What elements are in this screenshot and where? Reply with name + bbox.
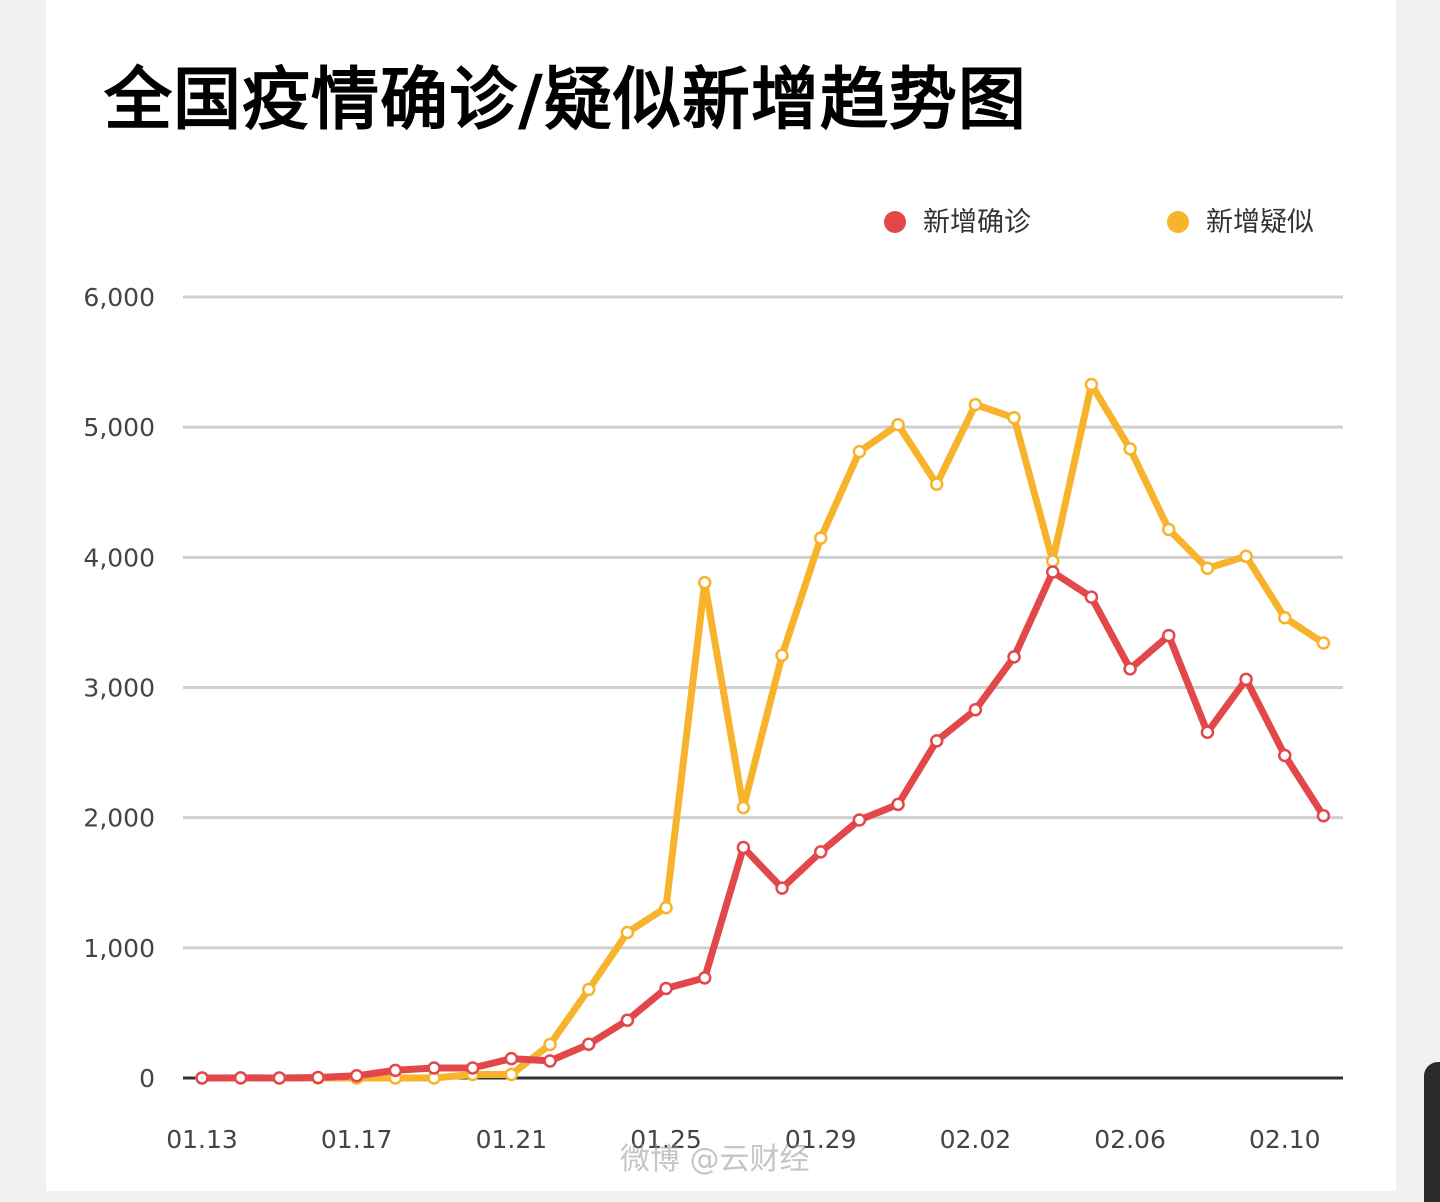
data-point	[543, 1037, 557, 1052]
data-point	[1123, 662, 1137, 676]
data-point	[697, 575, 712, 590]
watermark: 微博 @云财经	[620, 1142, 810, 1177]
data-point	[852, 813, 867, 827]
data-point	[1316, 636, 1331, 650]
data-point	[813, 531, 828, 545]
series-line	[198, 568, 1327, 1082]
series-lines	[198, 381, 1327, 1082]
data-point	[465, 1061, 480, 1075]
data-point	[1239, 549, 1253, 564]
data-point	[1123, 442, 1137, 456]
data-point	[659, 981, 673, 996]
y-tick-label: 3,000	[83, 674, 155, 703]
chart-title: 全国疫情确诊/疑似新增趋势图	[104, 61, 1027, 140]
series-line	[198, 381, 1327, 1082]
x-tick-label: 02.06	[1094, 1125, 1166, 1154]
y-tick-label: 0	[139, 1064, 155, 1093]
data-point	[968, 703, 983, 717]
y-tick-label: 5,000	[83, 413, 155, 442]
y-tick-label: 4,000	[83, 543, 155, 572]
data-point	[195, 1071, 209, 1085]
data-point	[272, 1071, 287, 1085]
data-point	[1278, 748, 1292, 763]
data-point	[233, 1071, 248, 1085]
grid-lines	[183, 295, 1343, 1080]
data-point	[1200, 561, 1215, 576]
data-point	[968, 397, 983, 412]
x-tick-label: 02.10	[1249, 1125, 1321, 1154]
x-axis-ticks: 01.13 01.17 01.21 01.25 01.29 02.02 02.06 02.10	[166, 1125, 1320, 1154]
data-point	[388, 1063, 403, 1078]
data-point	[736, 800, 751, 815]
data-point	[504, 1067, 519, 1082]
data-point	[1045, 565, 1060, 579]
legend-label: 新增疑似	[1206, 207, 1314, 238]
series-points	[195, 377, 1331, 1085]
data-point	[1007, 411, 1021, 425]
y-tick-label: 1,000	[83, 934, 155, 963]
data-point	[891, 417, 905, 432]
data-point	[620, 1013, 635, 1027]
y-tick-label: 2,000	[83, 804, 155, 833]
legend-marker	[1167, 211, 1189, 233]
y-tick-label: 6,000	[83, 283, 155, 312]
x-tick-label: 01.29	[785, 1125, 857, 1154]
data-point	[891, 797, 905, 812]
data-point	[1200, 725, 1215, 740]
x-tick-label: 01.25	[630, 1125, 702, 1154]
data-point	[427, 1061, 441, 1075]
data-point	[581, 1037, 596, 1052]
data-point	[775, 881, 789, 895]
data-point	[1239, 672, 1253, 687]
data-point	[1084, 590, 1099, 604]
data-point	[1316, 808, 1331, 823]
x-tick-label: 01.17	[321, 1125, 393, 1154]
y-axis-ticks: 0 1,000 2,000 3,000 4,000 5,000 6,000	[83, 283, 155, 1093]
data-point	[620, 925, 635, 940]
data-point	[659, 900, 673, 915]
data-point	[929, 734, 944, 748]
legend-marker	[884, 211, 906, 233]
data-point	[311, 1070, 325, 1085]
x-tick-label: 02.02	[940, 1125, 1012, 1154]
data-point	[1162, 522, 1176, 537]
data-point	[1278, 610, 1292, 625]
data-point	[1084, 377, 1099, 392]
data-point	[775, 648, 789, 662]
data-point	[813, 845, 828, 859]
data-point	[504, 1051, 519, 1066]
data-point	[1162, 628, 1176, 643]
data-point	[349, 1069, 364, 1083]
chart-card	[46, 0, 1396, 1191]
data-point	[736, 840, 751, 855]
legend: 新增确诊 新增疑似	[884, 207, 1314, 238]
x-tick-label: 01.21	[476, 1125, 548, 1154]
data-point	[543, 1054, 557, 1068]
edge-handle	[1424, 1062, 1440, 1202]
data-point	[1045, 554, 1060, 568]
data-point	[852, 444, 867, 459]
data-point	[581, 982, 596, 997]
x-tick-label: 01.13	[166, 1125, 238, 1154]
legend-label: 新增确诊	[923, 207, 1031, 238]
data-point	[1007, 650, 1021, 664]
data-point	[697, 971, 712, 985]
data-point	[929, 477, 944, 491]
